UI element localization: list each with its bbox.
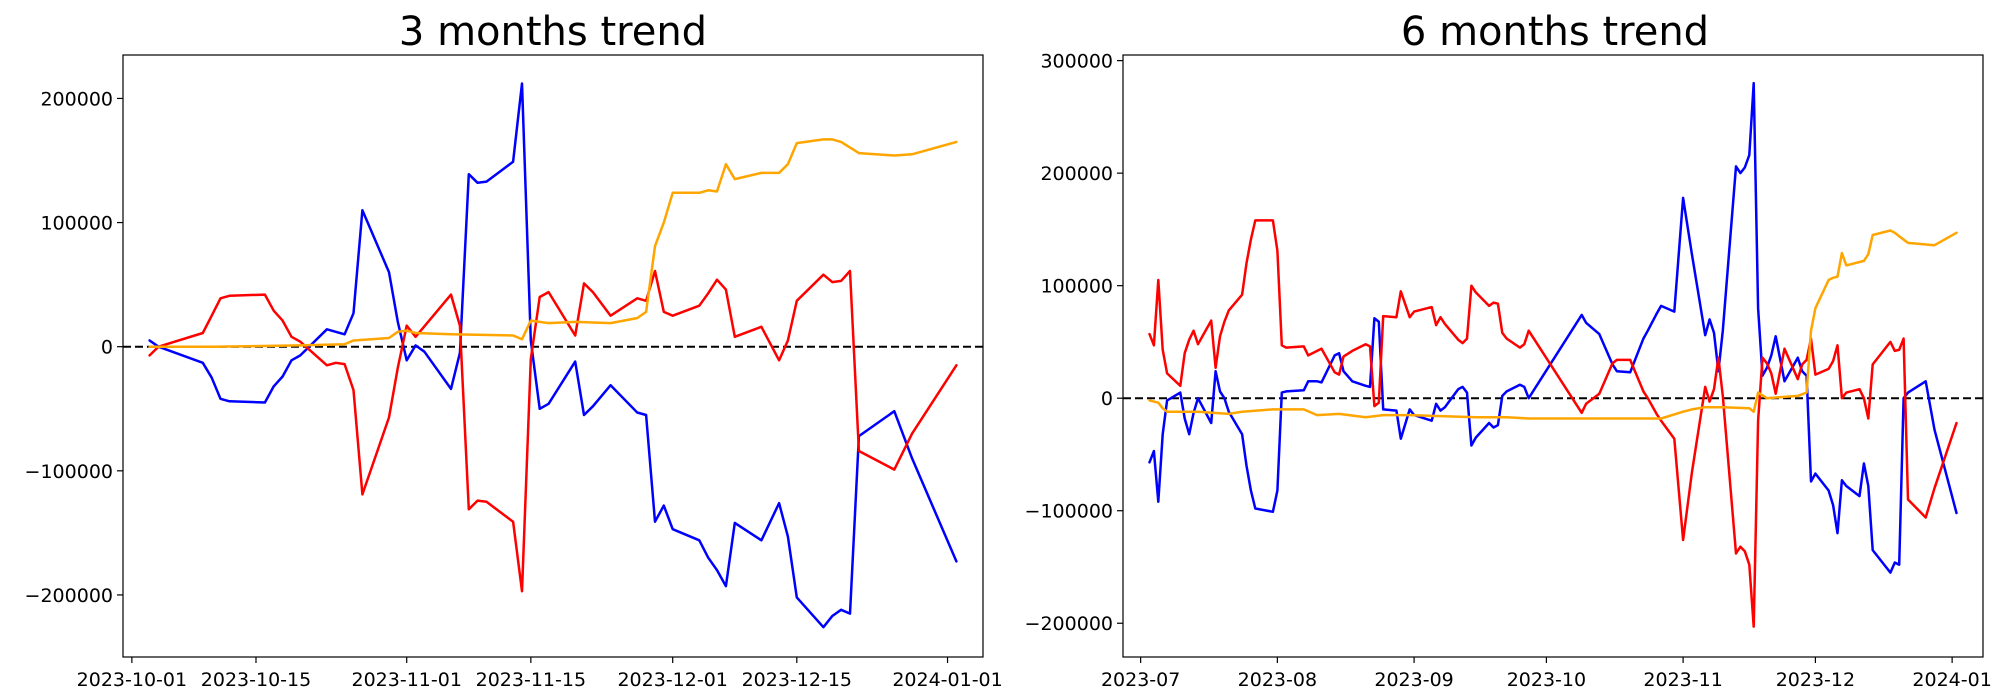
- x-tick-label: 2023-12-15: [742, 669, 852, 691]
- x-tick-label: 2023-11: [1643, 669, 1722, 691]
- x-tick-label: 2023-10-15: [201, 669, 311, 691]
- x-tick-label: 2023-10: [1507, 669, 1586, 691]
- y-tick-label: −100000: [25, 461, 113, 483]
- chart-panel-2: 6 months trend −200000 −100000 0 100000 20000…: [1025, 9, 1992, 691]
- x-tick-label: 2023-08: [1238, 669, 1317, 691]
- y-tick-label: 100000: [1040, 276, 1113, 298]
- x-tick-label: 2024-01-01: [892, 669, 1002, 691]
- x-tick-label: 2023-12: [1776, 669, 1855, 691]
- x-tick-label: 2023-12-01: [617, 669, 727, 691]
- x-tick-label: 2023-11-15: [476, 669, 586, 691]
- y-tick-label: 0: [101, 337, 113, 359]
- series-line-1: [1148, 81, 1958, 574]
- x-tick-label: 2023-07: [1101, 669, 1180, 691]
- series-line-1: [148, 82, 958, 629]
- series-line-3: [1148, 229, 1958, 420]
- y-tick-label: 300000: [1040, 51, 1113, 73]
- y-tick-label: 200000: [40, 88, 113, 110]
- x-tick-label: 2024-01: [1912, 669, 1991, 691]
- y-tick-label: 0: [1101, 388, 1113, 410]
- chart-title: 3 months trend: [399, 9, 707, 55]
- y-tick-label: −200000: [25, 585, 113, 607]
- y-tick-label: 100000: [40, 213, 113, 235]
- y-tick-label: 200000: [1040, 163, 1113, 185]
- y-tick-label: −200000: [1025, 613, 1113, 635]
- x-tick-label: 2023-09: [1374, 669, 1453, 691]
- x-tick-label: 2023-10-01: [77, 669, 187, 691]
- series-line-2: [1148, 219, 1958, 628]
- series-line-2: [148, 269, 958, 593]
- plot-frame: [1122, 54, 1984, 658]
- series-line-3: [148, 138, 958, 348]
- plot-frame: [122, 54, 984, 658]
- x-tick-label: 2023-11-01: [352, 669, 462, 691]
- y-tick-label: −100000: [1025, 501, 1113, 523]
- chart-panel-1: 3 months trend −200000 −100000 0 100000 20000…: [25, 9, 1003, 691]
- chart-title: 6 months trend: [1401, 9, 1709, 55]
